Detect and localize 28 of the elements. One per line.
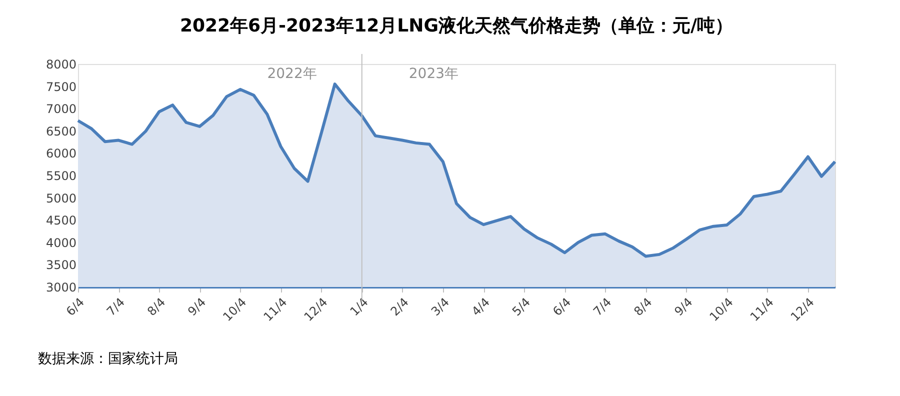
y-tick-label: 7000 [46, 102, 76, 116]
y-tick-label: 8000 [46, 58, 76, 72]
x-tick-label: 3/4 [428, 295, 452, 319]
y-tick-label: 5500 [46, 169, 76, 183]
x-tick-label: 9/4 [672, 295, 696, 319]
source-note: 数据来源：国家统计局 [38, 351, 178, 367]
x-tick-label: 8/4 [631, 295, 655, 319]
y-tick-label: 3000 [46, 280, 76, 294]
x-tick-label: 4/4 [468, 295, 493, 319]
chart-title: 2022年6月-2023年12月LNG液化天然气价格走势（单位：元/吨） [180, 16, 734, 36]
y-tick-label: 4500 [46, 214, 76, 228]
x-tick-label: 1/4 [347, 295, 371, 319]
x-tick-label: 7/4 [104, 295, 128, 319]
x-tick-label: 2/4 [388, 295, 412, 319]
x-tick-label: 6/4 [550, 295, 574, 319]
y-tick-label: 7500 [46, 80, 76, 94]
annotation: 2022年 [267, 66, 317, 82]
y-tick-label: 3500 [46, 258, 76, 272]
x-tick-label: 8/4 [144, 295, 168, 319]
y-tick-label: 6000 [46, 146, 76, 161]
y-tick-label: 6500 [46, 124, 76, 138]
y-tick-label: 5000 [46, 191, 76, 206]
x-tick-label: 7/4 [590, 295, 614, 319]
annotation: 2023年 [408, 66, 459, 82]
x-tick-label: 5/4 [510, 295, 534, 319]
x-tick-label: 6/4 [63, 295, 87, 319]
x-tick-label: 9/4 [185, 295, 209, 319]
y-tick-label: 4000 [46, 236, 76, 250]
